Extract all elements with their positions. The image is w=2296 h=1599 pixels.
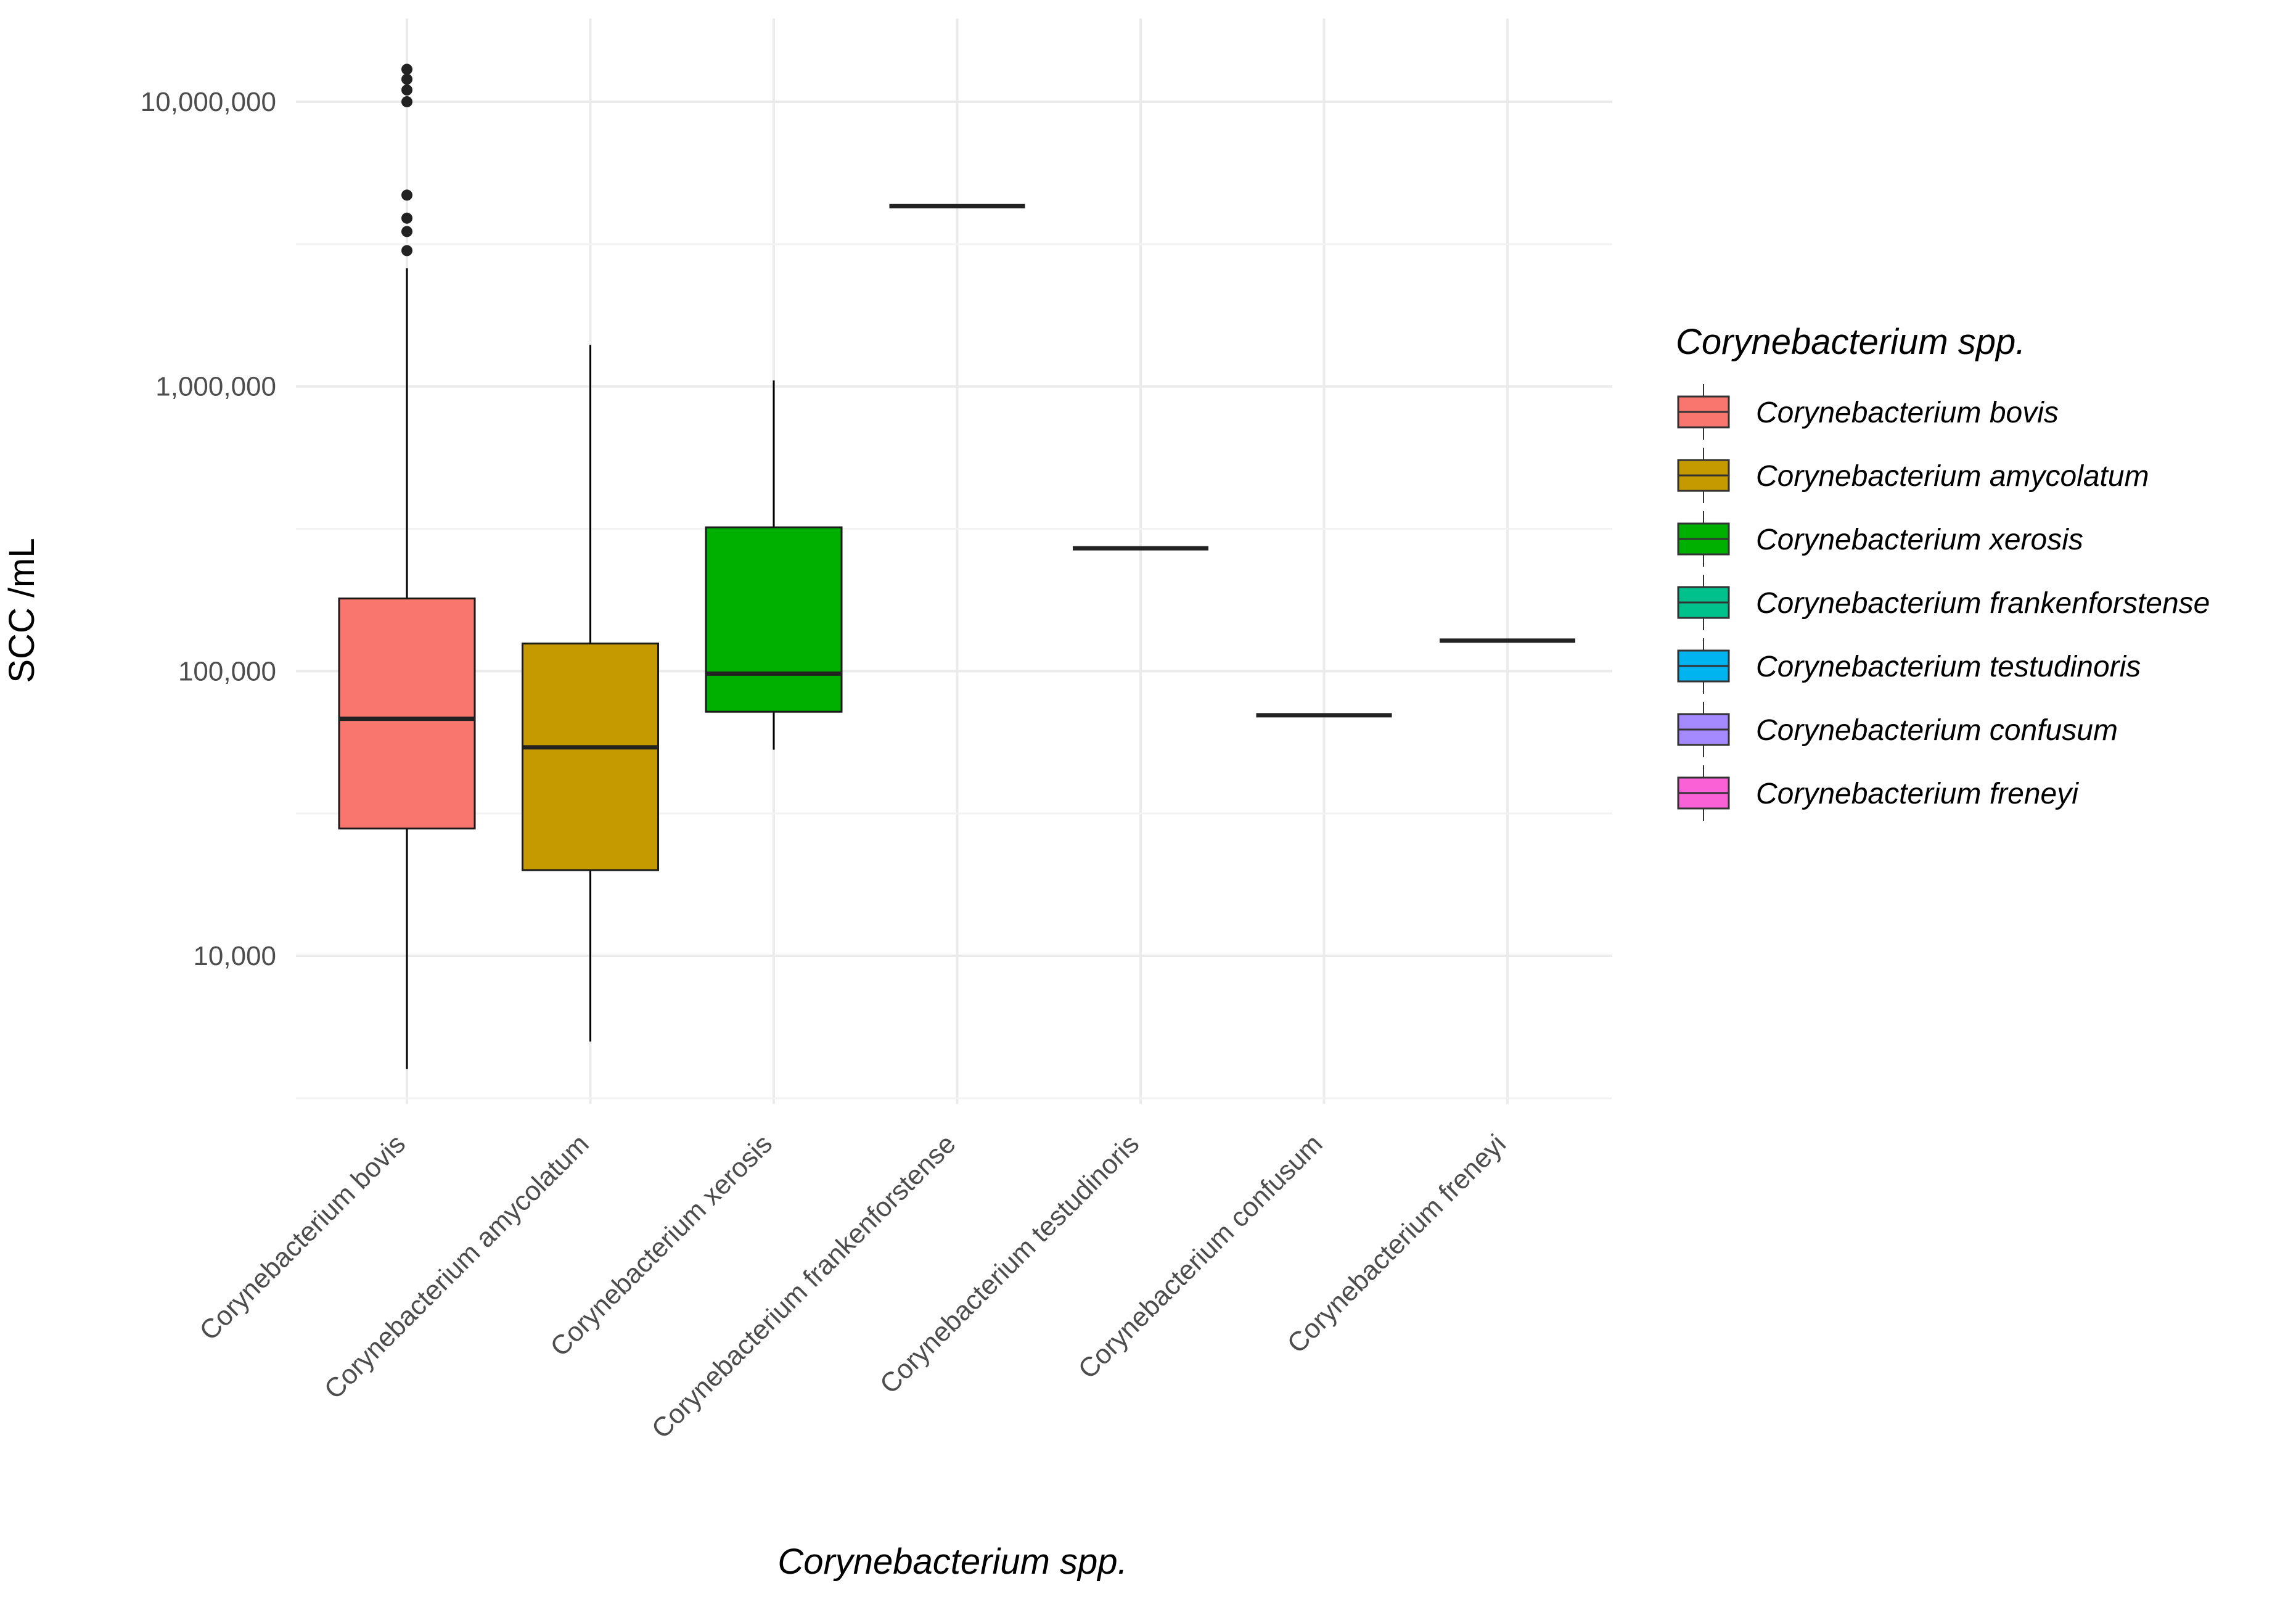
legend-title: Corynebacterium spp. xyxy=(1676,322,2025,362)
legend-item: Corynebacterium testudinoris xyxy=(1677,638,2141,694)
legend-item: Corynebacterium freneyi xyxy=(1677,765,2079,821)
y-tick-label: 10,000,000 xyxy=(141,87,276,117)
x-tick-label: Corynebacterium freneyi xyxy=(1281,1128,1512,1359)
outlier-point xyxy=(401,245,412,257)
box-series xyxy=(338,64,1575,1069)
y-axis-tick-labels: 10,000 100,000 1,000,000 10,000,000 xyxy=(141,87,276,971)
outlier-point xyxy=(401,226,412,237)
legend-item: Corynebacterium confusum xyxy=(1677,702,2118,757)
box-2 xyxy=(522,345,659,1042)
legend-label: Corynebacterium amycolatum xyxy=(1756,460,2149,493)
x-tick-label: Corynebacterium bovis xyxy=(194,1128,411,1346)
legend-item: Corynebacterium frankenforstense xyxy=(1677,575,2210,630)
legend: Corynebacterium spp. Corynebacterium bov… xyxy=(1676,322,2210,821)
box-3 xyxy=(705,380,843,750)
box-body xyxy=(522,643,659,871)
legend-items: Corynebacterium bovis Corynebacterium amy… xyxy=(1677,384,2210,821)
x-axis-title: Corynebacterium spp. xyxy=(777,1542,1127,1582)
legend-label: Corynebacterium frankenforstense xyxy=(1756,587,2210,620)
grid-lines xyxy=(296,18,1612,1104)
outlier-point xyxy=(401,84,412,96)
legend-item: Corynebacterium amycolatum xyxy=(1677,448,2149,503)
y-axis-title: SCC /mL xyxy=(2,538,42,683)
y-tick-label: 10,000 xyxy=(193,941,276,971)
outlier-point xyxy=(401,96,412,107)
box-1 xyxy=(338,64,476,1069)
legend-item: Corynebacterium bovis xyxy=(1677,384,2059,440)
legend-label: Corynebacterium confusum xyxy=(1756,714,2118,747)
legend-label: Corynebacterium xerosis xyxy=(1756,524,2083,556)
outlier-point xyxy=(401,189,412,201)
outlier-point xyxy=(401,212,412,224)
y-tick-label: 1,000,000 xyxy=(155,372,276,402)
box-body xyxy=(338,597,476,830)
legend-label: Corynebacterium bovis xyxy=(1756,397,2059,429)
box-body xyxy=(705,526,843,713)
x-tick-label: Corynebacterium frankenforstense xyxy=(646,1128,962,1444)
outlier-point xyxy=(401,64,412,75)
outlier-point xyxy=(401,73,412,85)
y-tick-label: 100,000 xyxy=(178,656,276,686)
legend-item: Corynebacterium xerosis xyxy=(1677,511,2083,567)
legend-label: Corynebacterium freneyi xyxy=(1756,778,2079,810)
legend-label: Corynebacterium testudinoris xyxy=(1756,651,2141,683)
